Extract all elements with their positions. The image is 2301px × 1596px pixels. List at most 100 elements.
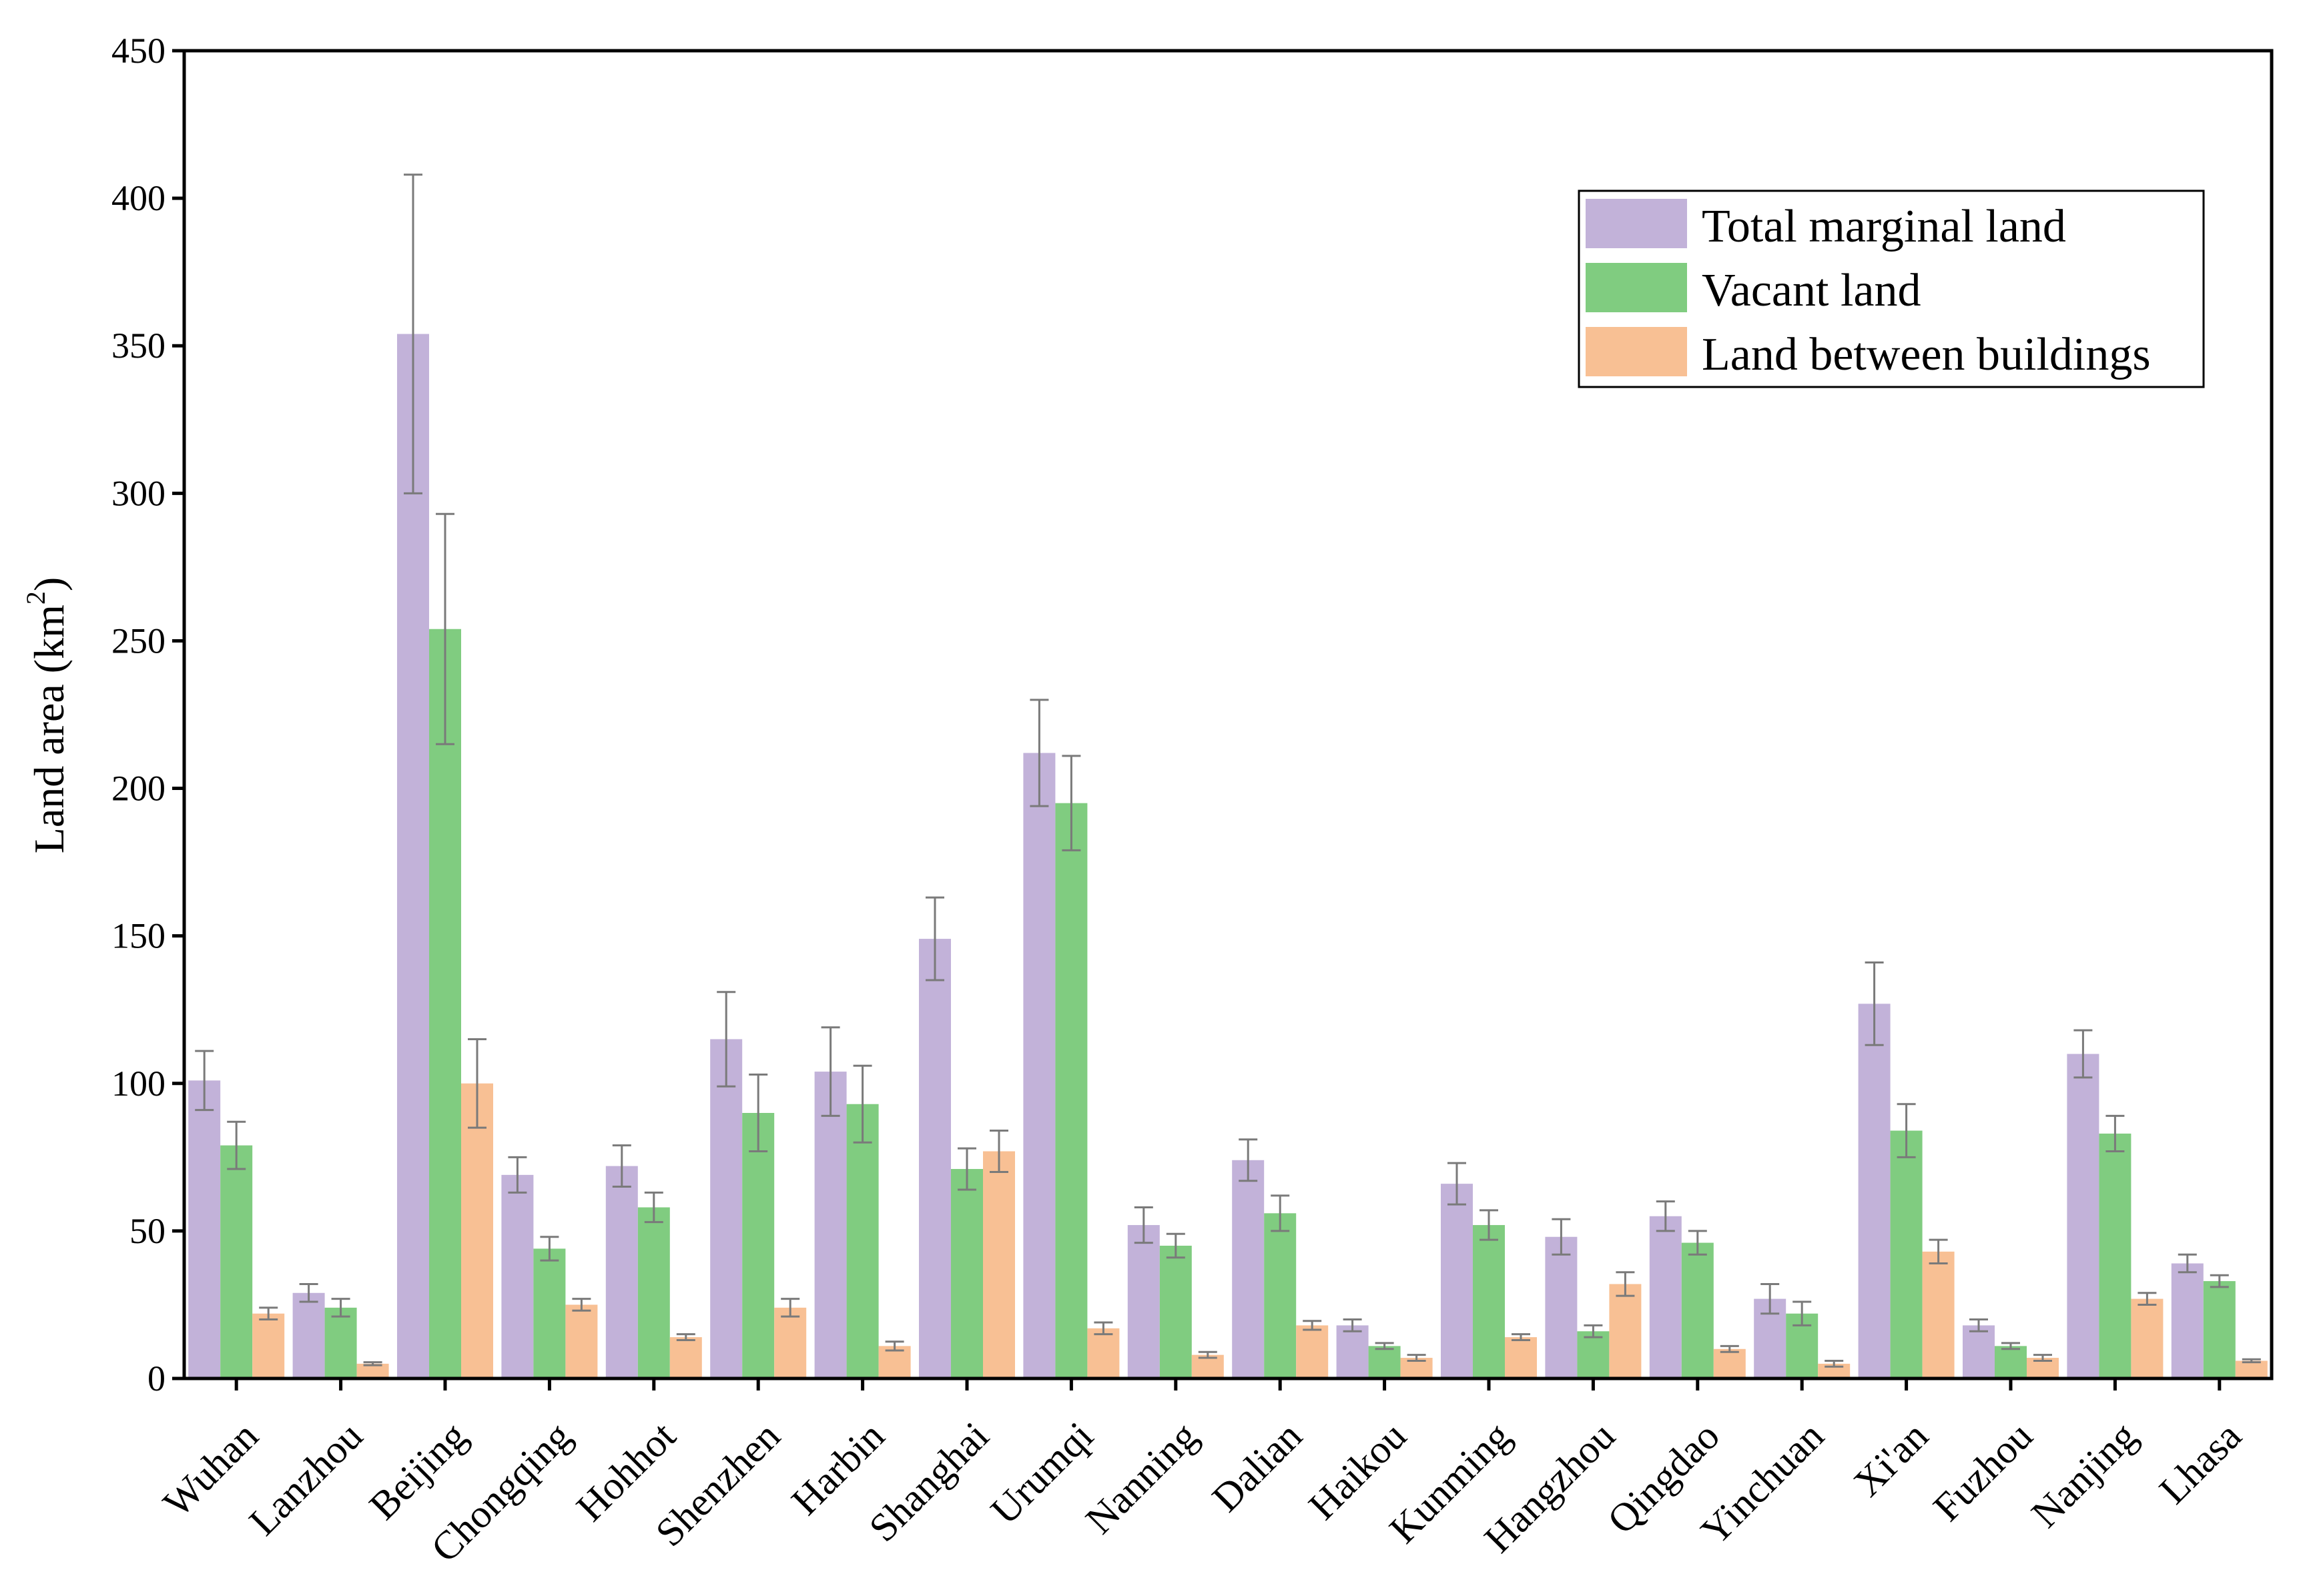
error-bar-land-between-buildings-hangzhou xyxy=(1616,1271,1635,1297)
error-bar-vacant-land-shenzhen xyxy=(749,1074,768,1152)
error-bar-land-between-buildings-hohhot xyxy=(676,1333,695,1342)
x-tick-label-nanjing: Nanjing xyxy=(2023,1414,2145,1536)
legend-label-vacant: Vacant land xyxy=(1702,265,1921,316)
x-tick-label-nanning: Nanning xyxy=(1077,1414,1206,1543)
y-axis-label-main: Land area (km xyxy=(25,605,73,853)
error-bar-vacant-land-lhasa xyxy=(2210,1274,2229,1288)
bar-total-marginal-land-nanjing xyxy=(2067,1054,2099,1378)
x-tick-label-xi-an: Xi'an xyxy=(1845,1414,1937,1505)
bar-vacant-land-chongqing xyxy=(533,1248,566,1378)
error-bar-total-marginal-land-urumqi xyxy=(1030,699,1049,807)
error-bar-vacant-land-kunming xyxy=(1480,1209,1498,1241)
error-bar-vacant-land-dalian xyxy=(1271,1194,1290,1232)
bar-land-between-buildings-lhasa xyxy=(2235,1360,2268,1378)
bar-vacant-land-lanzhou xyxy=(324,1307,357,1378)
bar-land-between-buildings-xi-an xyxy=(1922,1251,1955,1378)
y-tick-label-350: 350 xyxy=(111,326,166,366)
error-bar-total-marginal-land-qingdao xyxy=(1656,1200,1675,1232)
bar-total-marginal-land-beijing xyxy=(397,334,429,1378)
bar-vacant-land-nanning xyxy=(1159,1246,1192,1378)
y-axis-label-superscript: 2 xyxy=(21,591,51,605)
error-bar-vacant-land-hangzhou xyxy=(1584,1324,1603,1338)
y-axis-label-close: ) xyxy=(25,577,73,591)
x-tick-label-fuzhou: Fuzhou xyxy=(1925,1414,2041,1530)
error-bar-land-between-buildings-shenzhen xyxy=(781,1298,800,1318)
error-bar-land-between-buildings-lanzhou xyxy=(363,1361,382,1366)
legend-swatch-between xyxy=(1586,327,1687,376)
y-tick-label-0: 0 xyxy=(147,1358,166,1399)
error-bar-vacant-land-harbin xyxy=(853,1064,872,1144)
bar-vacant-land-shenzhen xyxy=(742,1113,775,1378)
bar-land-between-buildings-hangzhou xyxy=(1609,1284,1642,1378)
bar-land-between-buildings-nanjing xyxy=(2131,1298,2164,1378)
bar-vacant-land-kunming xyxy=(1473,1225,1505,1378)
error-bar-total-marginal-land-xi-an xyxy=(1865,961,1884,1046)
error-bar-total-marginal-land-shenzhen xyxy=(717,991,736,1088)
y-tick-label-150: 150 xyxy=(111,916,166,956)
error-bar-total-marginal-land-kunming xyxy=(1447,1162,1466,1206)
error-bar-total-marginal-land-fuzhou xyxy=(1969,1318,1988,1332)
error-bar-vacant-land-urumqi xyxy=(1062,755,1081,851)
y-tick-label-200: 200 xyxy=(111,769,166,809)
bar-vacant-land-nanjing xyxy=(2099,1133,2131,1378)
error-bar-total-marginal-land-lanzhou xyxy=(299,1282,318,1303)
bar-land-between-buildings-kunming xyxy=(1505,1337,1537,1378)
y-tick-label-450: 450 xyxy=(111,31,166,71)
error-bar-vacant-land-lanzhou xyxy=(331,1298,350,1318)
bar-land-between-buildings-lanzhou xyxy=(356,1363,389,1378)
x-tick-label-dalian: Dalian xyxy=(1204,1414,1311,1521)
error-bar-land-between-buildings-dalian xyxy=(1303,1320,1322,1331)
error-bar-vacant-land-xi-an xyxy=(1897,1103,1916,1158)
bar-total-marginal-land-kunming xyxy=(1441,1184,1473,1378)
bar-land-between-buildings-hohhot xyxy=(669,1337,702,1378)
bar-total-marginal-land-nanning xyxy=(1127,1225,1160,1378)
bar-vacant-land-dalian xyxy=(1264,1213,1297,1378)
error-bar-total-marginal-land-hohhot xyxy=(612,1144,631,1188)
bar-vacant-land-fuzhou xyxy=(1995,1346,2027,1378)
error-bar-total-marginal-land-nanjing xyxy=(2073,1029,2093,1079)
y-tick-label-300: 300 xyxy=(111,473,166,513)
error-bar-land-between-buildings-urumqi xyxy=(1094,1321,1113,1336)
error-bar-land-between-buildings-shanghai xyxy=(990,1130,1008,1173)
bar-vacant-land-hohhot xyxy=(637,1207,670,1378)
error-bar-land-between-buildings-harbin xyxy=(885,1340,904,1352)
bar-total-marginal-land-harbin xyxy=(814,1072,847,1378)
bar-land-between-buildings-qingdao xyxy=(1713,1348,1746,1378)
error-bar-total-marginal-land-harbin xyxy=(821,1026,840,1117)
bar-vacant-land-qingdao xyxy=(1681,1242,1714,1378)
legend: Total marginal land Vacant land Land bet… xyxy=(1578,189,2205,388)
bar-total-marginal-land-hohhot xyxy=(605,1166,638,1378)
error-bar-land-between-buildings-fuzhou xyxy=(2033,1354,2052,1362)
error-bar-total-marginal-land-wuhan xyxy=(195,1050,214,1112)
y-tick-label-400: 400 xyxy=(111,178,166,218)
bar-vacant-land-hangzhou xyxy=(1577,1331,1610,1378)
bar-vacant-land-lhasa xyxy=(2203,1281,2236,1378)
error-bar-total-marginal-land-yinchuan xyxy=(1760,1282,1780,1315)
x-tick-label-lhasa: Lhasa xyxy=(2151,1414,2250,1513)
bar-total-marginal-land-shanghai xyxy=(919,939,951,1378)
error-bar-vacant-land-hohhot xyxy=(644,1191,663,1224)
error-bar-vacant-land-nanjing xyxy=(2105,1114,2125,1152)
legend-label-between: Land between buildings xyxy=(1702,329,2151,380)
error-bar-total-marginal-land-lhasa xyxy=(2178,1253,2197,1274)
bar-vacant-land-haikou xyxy=(1368,1346,1401,1378)
error-bar-land-between-buildings-haikou xyxy=(1407,1354,1426,1362)
error-bar-land-between-buildings-nanning xyxy=(1198,1350,1217,1359)
bar-land-between-buildings-chongqing xyxy=(565,1304,598,1378)
error-bar-land-between-buildings-xi-an xyxy=(1929,1238,1948,1265)
error-bar-land-between-buildings-beijing xyxy=(468,1038,486,1129)
error-bar-total-marginal-land-dalian xyxy=(1239,1138,1258,1182)
y-tick-label-250: 250 xyxy=(111,621,166,661)
bar-total-marginal-land-urumqi xyxy=(1023,753,1056,1378)
error-bar-vacant-land-shanghai xyxy=(958,1147,976,1191)
error-bar-land-between-buildings-kunming xyxy=(1512,1333,1530,1342)
y-tick-label-100: 100 xyxy=(111,1064,166,1104)
bar-land-between-buildings-shanghai xyxy=(983,1151,1015,1378)
bar-total-marginal-land-haikou xyxy=(1336,1325,1369,1378)
error-bar-total-marginal-land-nanning xyxy=(1134,1206,1153,1244)
error-bar-vacant-land-fuzhou xyxy=(2001,1342,2020,1350)
error-bar-land-between-buildings-chongqing xyxy=(572,1298,591,1312)
error-bar-vacant-land-yinchuan xyxy=(1792,1300,1812,1326)
bar-land-between-buildings-shenzhen xyxy=(774,1307,807,1378)
y-tick-label-50: 50 xyxy=(129,1211,166,1251)
